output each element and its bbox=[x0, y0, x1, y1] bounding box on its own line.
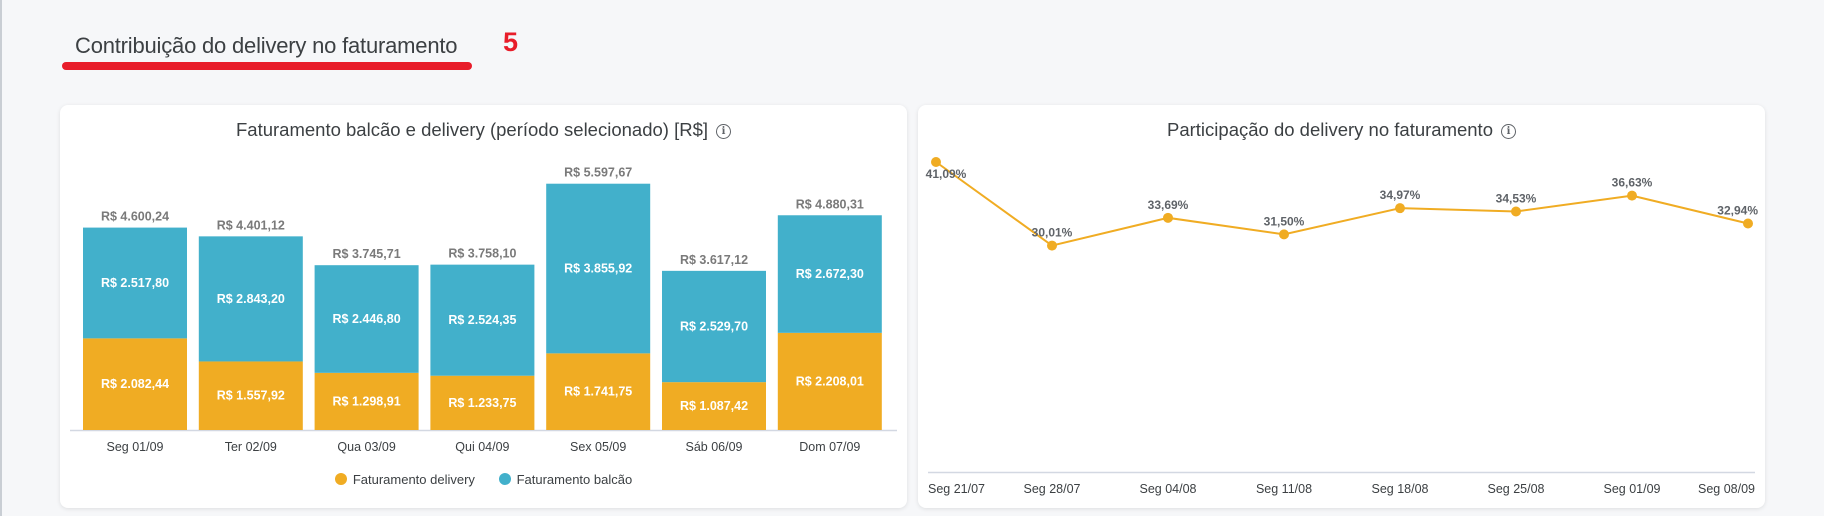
bar-segment-label: R$ 2.529,70 bbox=[680, 320, 748, 334]
bar-total-label: R$ 3.758,10 bbox=[448, 247, 516, 261]
legend-item-balcao[interactable]: Faturamento balcão bbox=[498, 472, 633, 487]
bar-segment-balcao bbox=[198, 236, 303, 362]
data-point bbox=[1047, 240, 1057, 251]
data-point bbox=[1627, 190, 1637, 201]
data-label: 41,09% bbox=[926, 167, 967, 181]
bar-segment-delivery bbox=[198, 361, 303, 430]
bar-total-label: R$ 4.880,31 bbox=[796, 197, 864, 211]
data-point bbox=[1163, 212, 1173, 223]
bar-total-label: R$ 3.617,12 bbox=[680, 253, 748, 267]
bar-chart-card: Faturamento balcão e delivery (período s… bbox=[60, 105, 907, 508]
bar-segment-balcao bbox=[777, 215, 882, 333]
bar-segment-delivery bbox=[777, 332, 882, 430]
x-tick-label: Seg 28/07 bbox=[1024, 482, 1081, 496]
data-point bbox=[1743, 218, 1753, 229]
bar-segment-delivery bbox=[83, 338, 187, 430]
bar-total-label: R$ 5.597,67 bbox=[564, 166, 632, 180]
data-point bbox=[931, 157, 941, 167]
bar-segment-label: R$ 2.208,01 bbox=[796, 374, 864, 388]
x-tick-label: Seg 08/09 bbox=[1698, 482, 1755, 496]
x-tick-label: Seg 01/09 bbox=[1604, 482, 1661, 496]
x-tick-label: Seg 04/08 bbox=[1140, 482, 1197, 496]
info-icon[interactable]: i bbox=[1501, 124, 1516, 139]
bar-segment-label: R$ 2.524,35 bbox=[448, 313, 516, 327]
data-point bbox=[1279, 229, 1289, 240]
bar-segment-label: R$ 2.082,44 bbox=[101, 377, 169, 391]
data-label: 33,69% bbox=[1148, 198, 1189, 212]
x-tick-label: Seg 01/09 bbox=[107, 440, 164, 454]
bar-segment-label: R$ 2.843,20 bbox=[217, 292, 285, 306]
section-title-underline bbox=[62, 62, 472, 70]
page-left-border bbox=[0, 0, 2, 516]
bar-chart-title-row: Faturamento balcão e delivery (período s… bbox=[60, 119, 907, 141]
bar-segment-label: R$ 1.087,42 bbox=[680, 399, 748, 413]
legend-label-delivery: Faturamento delivery bbox=[352, 472, 475, 487]
data-label: 36,63% bbox=[1612, 176, 1653, 190]
x-tick-label: Seg 18/08 bbox=[1372, 482, 1429, 496]
data-point bbox=[1511, 206, 1521, 217]
data-label: 34,97% bbox=[1380, 188, 1421, 202]
x-tick-label: Qua 03/09 bbox=[337, 440, 395, 454]
bar-segment-label: R$ 2.517,80 bbox=[101, 276, 169, 290]
bar-chart-legend: Faturamento delivery Faturamento balcão bbox=[60, 472, 907, 487]
bar-segment-delivery bbox=[314, 372, 419, 430]
data-label: 34,53% bbox=[1496, 191, 1537, 205]
bar-segment-balcao bbox=[430, 264, 535, 376]
legend-dot-balcao bbox=[498, 473, 511, 485]
bar-chart-plot: R$ 2.082,44 R$ 2.517,80 R$ 4.600,24 Seg 01/… bbox=[70, 166, 897, 454]
x-tick-label: Seg 11/08 bbox=[1256, 482, 1312, 496]
legend-label-balcao: Faturamento balcão bbox=[516, 472, 633, 487]
x-tick-label: Seg 25/08 bbox=[1488, 482, 1545, 496]
x-tick-label: Seg 21/07 bbox=[928, 482, 985, 496]
bar-segment-label: R$ 2.672,30 bbox=[796, 267, 864, 281]
bar-chart-title: Faturamento balcão e delivery (período s… bbox=[235, 119, 708, 140]
bar-total-label: R$ 4.600,24 bbox=[101, 210, 169, 224]
bar-segment-delivery bbox=[662, 382, 766, 430]
info-icon[interactable]: i bbox=[716, 124, 731, 139]
section-number-marker: 5 bbox=[503, 27, 519, 57]
bar-segment-balcao bbox=[83, 227, 187, 339]
bar-segment-balcao bbox=[546, 183, 651, 354]
bar-segment-delivery bbox=[430, 375, 535, 430]
x-tick-label: Sáb 06/09 bbox=[686, 440, 743, 454]
legend-item-delivery[interactable]: Faturamento delivery bbox=[334, 472, 475, 487]
bar-segment-label: R$ 1.741,75 bbox=[564, 385, 632, 399]
bar-segment-label: R$ 1.557,92 bbox=[217, 389, 285, 403]
x-tick-label: Ter 02/09 bbox=[225, 440, 277, 454]
data-point bbox=[1395, 203, 1405, 214]
data-label: 32,94% bbox=[1717, 203, 1758, 217]
data-label: 30,01% bbox=[1032, 226, 1073, 240]
bar-segment-balcao bbox=[662, 270, 766, 383]
line-chart-title-row: Participação do delivery no faturamento i bbox=[918, 119, 1765, 141]
bar-segment-delivery bbox=[546, 353, 651, 430]
data-label: 31,50% bbox=[1264, 214, 1305, 228]
bar-segment-label: R$ 3.855,92 bbox=[564, 262, 632, 276]
bar-total-label: R$ 3.745,71 bbox=[333, 247, 401, 261]
line-chart-title: Participação do delivery no faturamento bbox=[1167, 119, 1493, 140]
x-tick-label: Dom 07/09 bbox=[799, 440, 860, 454]
bar-segment-label: R$ 1.298,91 bbox=[333, 394, 401, 408]
line-chart-card: Participação do delivery no faturamento i… bbox=[918, 105, 1765, 508]
bar-segment-label: R$ 1.233,75 bbox=[448, 396, 516, 410]
legend-dot-delivery bbox=[334, 473, 347, 485]
x-tick-label: Sex 05/09 bbox=[570, 440, 626, 454]
series-line-delivery-share bbox=[935, 161, 1749, 247]
bar-total-label: R$ 4.401,12 bbox=[217, 218, 285, 232]
line-chart-plot: 41,09% Seg 21/07 30,01% Seg 28/07 33,69% Seg … bbox=[926, 157, 1758, 496]
x-tick-label: Qui 04/09 bbox=[455, 440, 509, 454]
bar-segment-balcao bbox=[314, 265, 419, 373]
bar-segment-label: R$ 2.446,80 bbox=[333, 312, 401, 326]
section-title: Contribuição do delivery no faturamento bbox=[75, 33, 458, 58]
